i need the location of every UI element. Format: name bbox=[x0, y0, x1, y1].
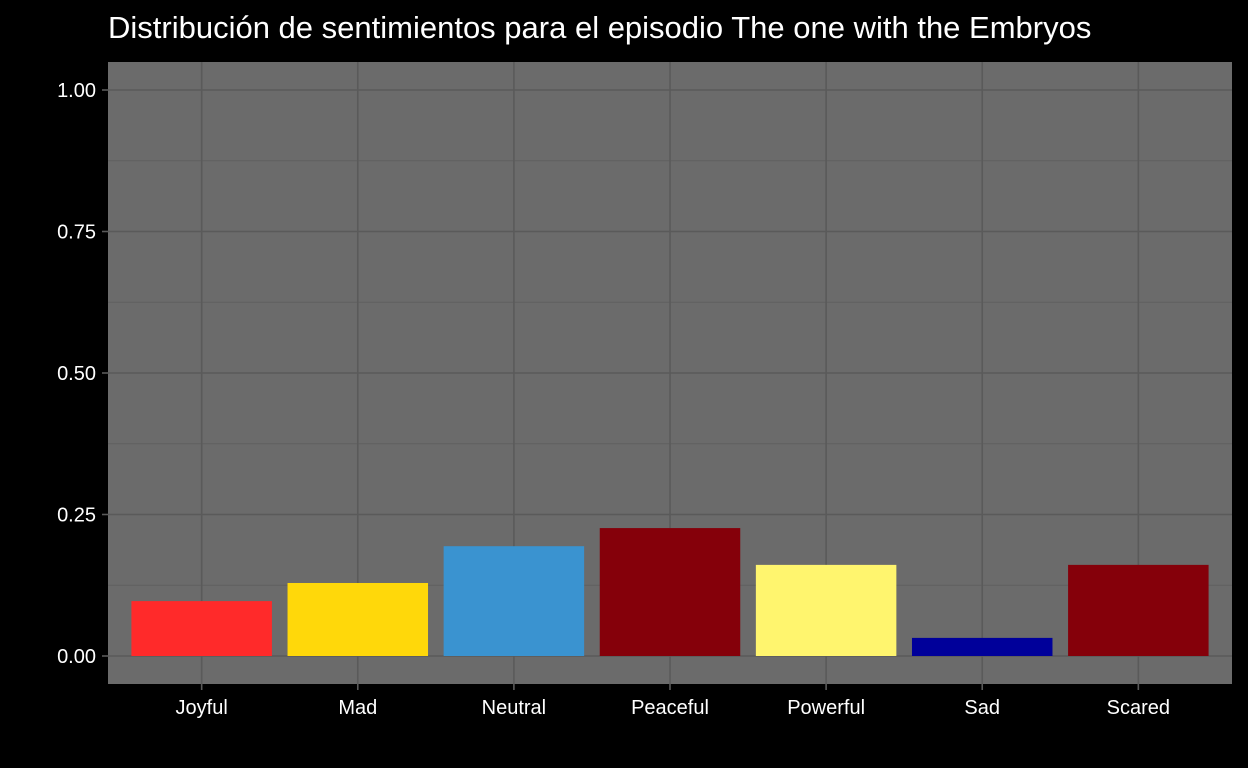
x-tick-label: Sad bbox=[964, 697, 1000, 719]
x-tick-label: Mad bbox=[338, 697, 377, 719]
y-tick-label: 0.25 bbox=[57, 505, 96, 527]
x-tick-label: Scared bbox=[1107, 697, 1170, 719]
y-axis: 0.00 0.25 0.50 0.75 1.00 bbox=[57, 80, 108, 668]
bars bbox=[131, 528, 1209, 656]
x-tick-label: Powerful bbox=[787, 697, 865, 719]
bar-powerful bbox=[755, 564, 897, 656]
bar-peaceful bbox=[599, 528, 741, 656]
bar-scared bbox=[1068, 564, 1209, 656]
x-tick-label: Neutral bbox=[482, 697, 546, 719]
y-tick-label: 1.00 bbox=[57, 80, 96, 102]
y-tick-label: 0.50 bbox=[57, 363, 96, 385]
x-tick-label: Joyful bbox=[176, 697, 228, 719]
bar-mad bbox=[287, 582, 429, 656]
x-tick-label: Peaceful bbox=[631, 697, 709, 719]
x-axis: Joyful Mad Neutral Peaceful Powerful Sad Scare… bbox=[176, 684, 1170, 719]
chart-title: Distribución de sentimientos para el epi… bbox=[108, 10, 1092, 45]
bar-sad bbox=[911, 637, 1053, 656]
y-tick-label: 0.00 bbox=[57, 646, 96, 668]
y-tick-label: 0.75 bbox=[57, 222, 96, 244]
bar-joyful bbox=[131, 601, 272, 656]
bar-neutral bbox=[443, 546, 585, 656]
